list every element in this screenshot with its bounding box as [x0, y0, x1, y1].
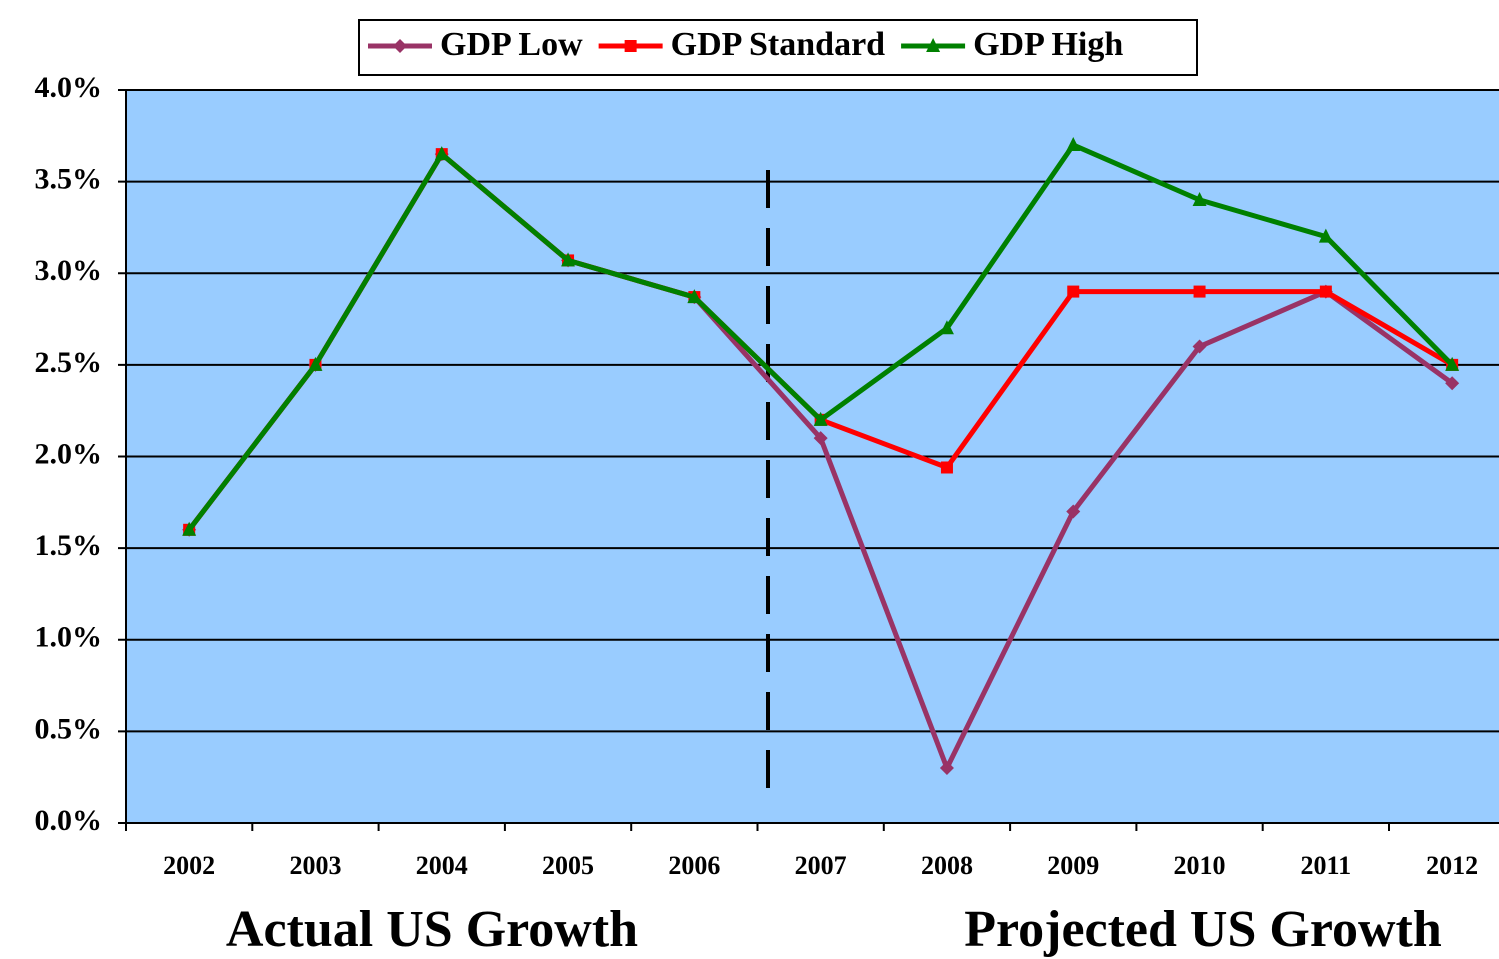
- y-tick-label: 0.0%: [35, 804, 103, 837]
- annotation-bg: [938, 890, 1468, 959]
- x-tick-label: 2004: [416, 851, 468, 880]
- x-tick-label: 2007: [795, 851, 847, 880]
- marker: [1319, 285, 1332, 298]
- marker: [813, 411, 828, 426]
- y-tick-label: 3.0%: [35, 254, 103, 287]
- marker: [1066, 136, 1081, 151]
- marker: [813, 431, 828, 446]
- legend: GDP Low GDP Standard GDP High: [358, 19, 1198, 76]
- marker: [308, 356, 323, 371]
- annotation-bg: [200, 890, 664, 959]
- marker: [939, 761, 954, 776]
- x-tick-label: 2008: [921, 851, 973, 880]
- x-tick-label: 2012: [1426, 851, 1478, 880]
- y-tick-label: 0.5%: [35, 712, 103, 745]
- marker: [939, 320, 954, 335]
- marker: [1445, 356, 1460, 371]
- x-tick-label: 2002: [163, 851, 215, 880]
- legend-label: GDP High: [973, 26, 1123, 63]
- x-tick-label: 2009: [1047, 851, 1099, 880]
- annotation: Actual US Growth: [226, 901, 638, 958]
- x-tick-label: 2006: [668, 851, 720, 880]
- marker: [182, 521, 197, 536]
- marker: [926, 38, 941, 52]
- marker: [1193, 285, 1206, 298]
- marker: [1067, 285, 1080, 298]
- marker: [624, 40, 637, 52]
- y-tick-label: 2.5%: [35, 346, 103, 379]
- marker: [940, 461, 953, 474]
- x-tick-label: 2005: [542, 851, 594, 880]
- y-tick-label: 1.5%: [35, 529, 103, 562]
- x-tick-label: 2010: [1174, 851, 1226, 880]
- y-tick-label: 1.0%: [35, 621, 103, 654]
- marker: [1318, 228, 1333, 243]
- legend-label: GDP Standard: [671, 26, 886, 63]
- marker: [393, 39, 407, 53]
- legend-label: GDP Low: [440, 26, 583, 63]
- marker: [561, 252, 576, 267]
- x-tick-label: 2011: [1301, 851, 1352, 880]
- legend-box: [358, 19, 1198, 76]
- marker: [1445, 376, 1460, 391]
- marker: [1192, 191, 1207, 206]
- marker: [1192, 339, 1207, 354]
- y-tick-label: 4.0%: [35, 71, 103, 104]
- annotation: Projected US Growth: [964, 901, 1442, 958]
- marker: [434, 146, 449, 161]
- x-tick-label: 2003: [289, 851, 341, 880]
- marker: [1066, 504, 1081, 519]
- y-tick-label: 3.5%: [35, 163, 103, 196]
- marker: [687, 289, 702, 304]
- y-tick-label: 2.0%: [35, 437, 103, 470]
